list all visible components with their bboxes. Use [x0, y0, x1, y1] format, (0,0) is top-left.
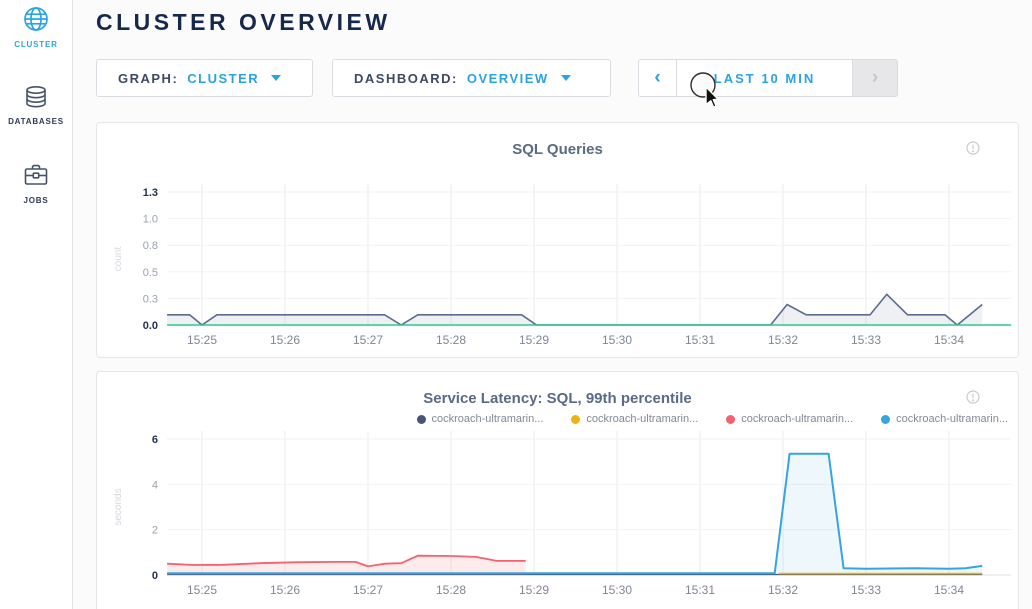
chevron-down-icon: [560, 75, 571, 81]
legend-label: cockroach-ultramarin...: [586, 413, 699, 425]
legend-label: cockroach-ultramarin...: [896, 413, 1008, 425]
sidebar-item-label: JOBS: [23, 196, 49, 205]
y-tick-label: 4: [152, 479, 158, 491]
service-latency-chart[interactable]: 6 4 2 0 15:25 15:26 15:27 15:28 15:29 15:30 15:31 1…: [97, 372, 1018, 609]
x-tick-label: 15:32: [768, 333, 798, 347]
graph-dropdown-value: CLUSTER: [187, 70, 260, 86]
page-title: CLUSTER OVERVIEW: [96, 9, 391, 35]
series-line-node-3-latency: [167, 554, 526, 568]
y-axis-unit-label: count: [113, 247, 124, 272]
x-tick-label: 15:30: [602, 333, 632, 347]
chevron-down-icon: [271, 75, 282, 81]
dashboard-dropdown-label: DASHBOARD:: [354, 70, 458, 86]
x-tick-label: 15:26: [270, 333, 300, 347]
x-tick-label: 15:29: [519, 333, 549, 347]
x-tick-label: 15:33: [851, 583, 881, 597]
x-tick-label: 15:33: [851, 333, 881, 347]
legend-item: cockroach-ultramarin...: [881, 413, 1008, 425]
x-tick-label: 15:31: [685, 583, 715, 597]
y-axis-unit-label: seconds: [113, 488, 124, 525]
sidebar-item-label: CLUSTER: [14, 40, 58, 49]
time-window-button[interactable]: LAST 10 MIN: [676, 59, 853, 97]
x-tick-label: 15:26: [270, 583, 300, 597]
time-range-control: ‹ LAST 10 MIN ›: [638, 59, 898, 97]
chart-card-service-latency: Service Latency: SQL, 99th percentile co…: [96, 371, 1019, 609]
y-tick-label: 2: [152, 525, 158, 537]
series-fill-node-3-latency: [167, 555, 526, 575]
x-tick-label: 15:25: [187, 583, 217, 597]
series-fill-sql-query-count: [167, 294, 983, 325]
x-tick-label: 15:31: [685, 333, 715, 347]
chevron-right-icon: ›: [871, 66, 879, 88]
x-tick-label: 15:27: [353, 583, 383, 597]
x-tick-label: 15:32: [768, 583, 798, 597]
legend-item: cockroach-ultramarin...: [416, 413, 544, 425]
dashboard-dropdown[interactable]: DASHBOARD: OVERVIEW: [332, 59, 611, 97]
x-tick-label: 15:29: [519, 583, 549, 597]
series-fill-node-4-latency: [167, 453, 983, 575]
info-icon[interactable]: [966, 390, 980, 404]
legend-item: cockroach-ultramarin...: [726, 413, 853, 425]
graph-dropdown[interactable]: GRAPH: CLUSTER: [96, 59, 313, 97]
dashboard-dropdown-value: OVERVIEW: [466, 70, 549, 86]
x-tick-label: 15:34: [934, 583, 964, 597]
x-tick-label: 15:34: [934, 333, 964, 347]
graph-dropdown-label: GRAPH:: [118, 70, 179, 86]
legend: cockroach-ultramarin... cockroach-ultram…: [416, 413, 1008, 425]
legend-dot: [881, 414, 891, 424]
y-tick-label: 0.3: [143, 293, 158, 305]
legend-dot: [726, 414, 736, 424]
chart-title: SQL Queries: [512, 141, 603, 158]
time-window-label: LAST 10 MIN: [713, 70, 816, 86]
legend-label: cockroach-ultramarin...: [431, 413, 544, 425]
legend-dot: [571, 414, 581, 424]
chevron-left-icon: ‹: [654, 66, 661, 88]
y-tick-label: 0.0: [143, 320, 158, 332]
briefcase-icon: [0, 162, 72, 190]
y-tick-label: 6: [152, 434, 158, 446]
database-icon: [0, 84, 72, 111]
x-tick-label: 15:25: [187, 333, 217, 347]
globe-icon: [0, 4, 72, 34]
y-tick-label: 0: [152, 570, 158, 582]
chart-title: Service Latency: SQL, 99th percentile: [423, 390, 692, 407]
y-tick-label: 1.0: [143, 214, 158, 226]
sql-queries-chart[interactable]: 1.3 1.0 0.8 0.5 0.3 0.0 15:25 15:26 15:27 15:28 15…: [97, 123, 1018, 357]
sidebar-item-cluster[interactable]: CLUSTER: [0, 4, 72, 49]
chart-card-sql-queries: SQL Queries 1.3 1.0 0.8 0.5 0.3 0.0 15:25 15:26…: [96, 122, 1019, 358]
x-tick-label: 15:28: [436, 583, 466, 597]
x-tick-label: 15:30: [602, 583, 632, 597]
series-line-node-4-latency: [167, 452, 983, 575]
y-tick-label: 0.8: [143, 240, 158, 252]
x-tick-label: 15:27: [353, 333, 383, 347]
y-tick-label: 0.5: [143, 267, 158, 279]
sidebar-item-databases[interactable]: DATABASES: [0, 84, 72, 126]
next-timewindow-button[interactable]: ›: [853, 59, 898, 97]
info-icon[interactable]: [966, 141, 980, 155]
legend-dot: [416, 414, 426, 424]
x-tick-label: 15:28: [436, 333, 466, 347]
sidebar-item-label: DATABASES: [8, 117, 64, 126]
sidebar: CLUSTER DATABASES: [0, 0, 73, 609]
legend-item: cockroach-ultramarin...: [571, 413, 698, 425]
y-tick-label: 1.3: [143, 187, 158, 199]
sidebar-item-jobs[interactable]: JOBS: [0, 162, 72, 205]
legend-label: cockroach-ultramarin...: [741, 413, 854, 425]
prev-timewindow-button[interactable]: ‹: [638, 59, 676, 97]
